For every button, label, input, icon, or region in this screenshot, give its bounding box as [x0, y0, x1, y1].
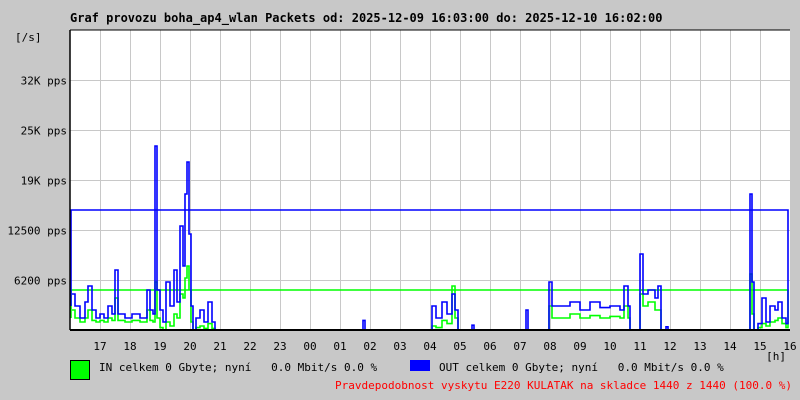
x-tick-label: 01: [333, 340, 346, 353]
x-tick-label: 16: [783, 340, 796, 353]
y-tick-label: 25K pps: [21, 125, 67, 138]
x-tick-label: 17: [93, 340, 106, 353]
x-tick-label: 08: [543, 340, 556, 353]
x-tick-label: 14: [723, 340, 737, 353]
x-tick-label: 06: [483, 340, 496, 353]
x-tick-label: 11: [633, 340, 646, 353]
legend-out-label: OUT celkem 0 Gbyte; nyní 0.0 Mbit/s 0.0 …: [439, 361, 724, 374]
graph-title: Graf provozu boha_ap4_wlan Packets od: 2…: [70, 11, 663, 25]
x-tick-label: 19: [153, 340, 166, 353]
x-tick-label: 07: [513, 340, 526, 353]
x-tick-label: 03: [393, 340, 406, 353]
legend-in-swatch: [70, 360, 90, 380]
x-tick-label: 13: [693, 340, 706, 353]
x-tick-label: 10: [603, 340, 616, 353]
x-tick-label: 15: [753, 340, 766, 353]
x-tick-label: 02: [363, 340, 376, 353]
x-tick-label: 22: [243, 340, 256, 353]
x-tick-label: 04: [423, 340, 437, 353]
y-tick-label: 12500 pps: [7, 225, 67, 238]
legend-in-label: IN celkem 0 Gbyte; nyní 0.0 Mbit/s 0.0 %: [99, 361, 378, 374]
x-tick-label: 12: [663, 340, 676, 353]
footer-note: Pravdepodobnost vyskytu E220 KULATAK na …: [335, 379, 792, 392]
x-tick-label: 05: [453, 340, 466, 353]
series-out-line: [70, 145, 789, 331]
x-tick-label: 23: [273, 340, 286, 353]
x-tick-label: 09: [573, 340, 586, 353]
x-axis-unit: [h]: [766, 350, 786, 363]
x-tick-label: 18: [123, 340, 136, 353]
y-tick-label: 19K pps: [21, 175, 67, 188]
x-tick-label: 00: [303, 340, 316, 353]
x-tick-label: 20: [183, 340, 196, 353]
y-axis-unit: [/s]: [15, 31, 42, 44]
legend-out-swatch: [410, 360, 430, 371]
y-tick-label: 6200 pps: [14, 275, 67, 288]
x-tick-label: 21: [213, 340, 226, 353]
y-tick-label: 32K pps: [21, 75, 67, 88]
